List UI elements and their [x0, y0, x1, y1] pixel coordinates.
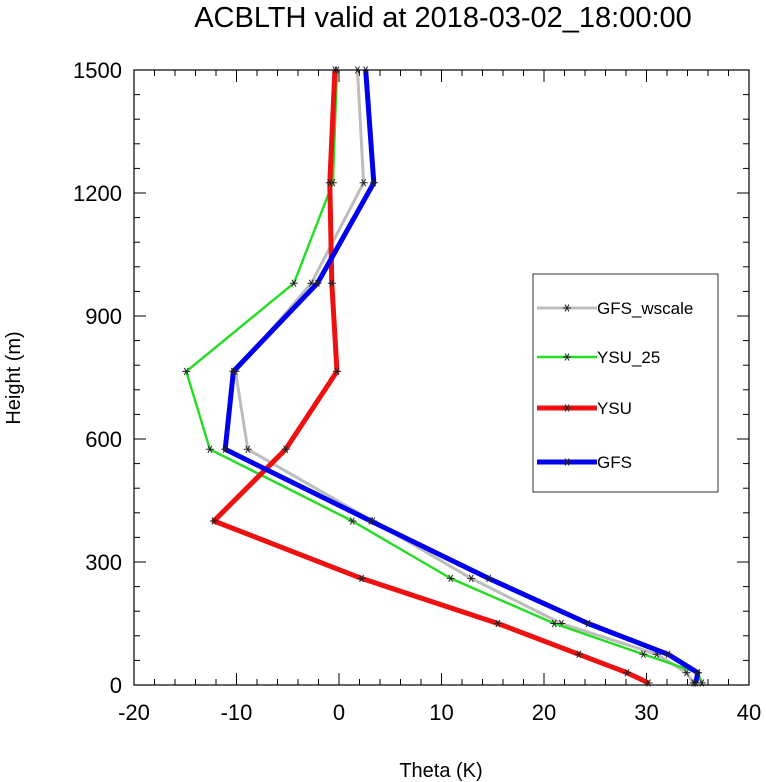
x-tick-label: -10	[221, 700, 253, 725]
legend-marker	[563, 404, 571, 412]
series-point-ysu-25	[639, 650, 648, 658]
series-point-ysu-25	[348, 517, 357, 525]
series-point-ysu	[493, 619, 502, 628]
legend-box	[532, 273, 719, 493]
series-point-gfs-wscale	[467, 574, 476, 583]
series-point-gfs-wscale	[243, 445, 252, 453]
series-layer	[182, 66, 706, 687]
series-point-gfs	[369, 179, 378, 187]
x-tick-label: 10	[429, 700, 453, 725]
y-tick-label: 1200	[73, 181, 122, 206]
x-tick-labels: -20 -10 0 10 20 30 40	[118, 700, 761, 725]
series-point-gfs	[221, 445, 230, 453]
legend-item-gfs: GFS	[537, 453, 632, 472]
series-point-ysu-25	[289, 279, 298, 287]
legend-item-gfs-wscale: GFS_wscale	[537, 299, 693, 318]
legend-marker	[563, 304, 571, 312]
legend-marker	[563, 353, 571, 361]
series-point-ysu	[209, 517, 218, 525]
series-point-gfs	[693, 668, 702, 677]
y-tick-label: 600	[85, 427, 122, 452]
x-axis-label: Theta (K)	[399, 760, 482, 782]
y-tick-labels: 0 300 600 900 1200 1500	[73, 58, 122, 698]
series-point-gfs	[584, 619, 593, 628]
series-point-ysu-25	[182, 367, 191, 376]
legend-item-ysu: YSU	[537, 399, 632, 418]
y-tick-label: 300	[85, 550, 122, 575]
series-point-gfs	[229, 367, 238, 376]
y-tick-label: 1500	[73, 58, 122, 83]
series-point-ysu	[332, 367, 341, 376]
chart-title: ACBLTH valid at 2018-03-02_18:00:00	[194, 2, 692, 34]
legend-label: YSU	[597, 399, 632, 418]
series-point-ysu	[325, 179, 334, 187]
legend: GFS_wscale YSU_25 YSU GFS	[532, 273, 719, 493]
series-point-ysu-25	[550, 619, 559, 628]
y-tick-label: 900	[85, 304, 122, 329]
series-point-gfs	[484, 574, 493, 583]
legend-label: GFS_wscale	[597, 299, 693, 318]
legend-marker	[563, 458, 571, 466]
series-point-ysu	[574, 650, 583, 658]
legend-label: YSU_25	[597, 348, 660, 367]
plot-frame	[133, 69, 750, 686]
series-point-gfs-wscale	[359, 179, 368, 187]
series-point-ysu	[357, 574, 366, 583]
y-tick-label: 0	[110, 673, 122, 698]
x-tick-label: 40	[737, 700, 761, 725]
y-axis-label: Height (m)	[3, 331, 25, 424]
x-tick-label: 30	[634, 700, 658, 725]
series-point-gfs	[664, 650, 673, 658]
x-tick-label: -20	[118, 700, 150, 725]
x-tick-label: 20	[532, 700, 556, 725]
series-point-ysu-25	[446, 574, 455, 583]
series-point-ysu	[281, 445, 290, 453]
series-point-gfs	[313, 279, 322, 287]
series-point-ysu	[623, 668, 632, 677]
legend-item-ysu-25: YSU_25	[537, 348, 660, 367]
series-point-ysu	[327, 279, 336, 287]
series-point-gfs	[366, 517, 375, 525]
series-point-ysu-25	[205, 445, 214, 453]
legend-label: GFS	[597, 453, 632, 472]
minor-ticks	[134, 70, 749, 685]
x-tick-label: 0	[333, 700, 345, 725]
